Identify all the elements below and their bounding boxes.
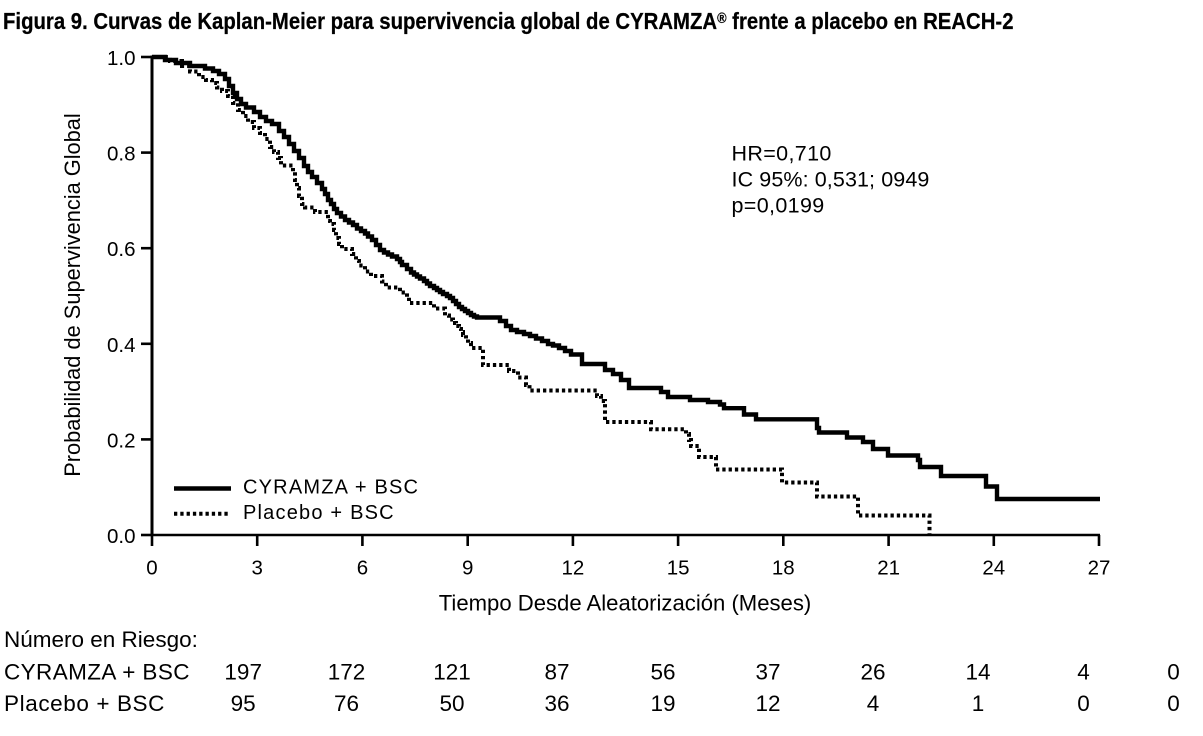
svg-text:Tiempo Desde Aleatorización (M: Tiempo Desde Aleatorización (Meses) <box>439 591 811 616</box>
svg-text:0: 0 <box>1167 660 1180 685</box>
svg-text:Probabilidad de Supervivencia: Probabilidad de Supervivencia Global <box>60 113 85 477</box>
svg-text:1: 1 <box>972 691 985 716</box>
svg-text:0.0: 0.0 <box>107 525 136 548</box>
svg-text:15: 15 <box>667 557 690 580</box>
svg-text:6: 6 <box>357 557 368 580</box>
svg-text:0: 0 <box>146 557 157 580</box>
svg-text:121: 121 <box>433 660 471 685</box>
svg-text:Placebo + BSC: Placebo + BSC <box>243 502 395 524</box>
svg-text:50: 50 <box>439 691 464 716</box>
svg-text:9: 9 <box>462 557 473 580</box>
svg-text:36: 36 <box>544 691 569 716</box>
svg-text:95: 95 <box>231 691 256 716</box>
svg-text:HR=0,710: HR=0,710 <box>732 142 832 166</box>
svg-text:12: 12 <box>755 691 780 716</box>
svg-text:Placebo + BSC: Placebo + BSC <box>4 691 165 716</box>
svg-text:87: 87 <box>544 660 569 685</box>
svg-text:0.4: 0.4 <box>107 334 136 357</box>
svg-text:0.8: 0.8 <box>107 143 136 166</box>
svg-text:21: 21 <box>877 557 900 580</box>
svg-text:CYRAMZA + BSC: CYRAMZA + BSC <box>243 476 419 498</box>
svg-text:19: 19 <box>650 691 675 716</box>
svg-text:14: 14 <box>965 660 990 685</box>
svg-text:IC 95%: 0,531; 0949: IC 95%: 0,531; 0949 <box>732 168 930 192</box>
svg-text:0: 0 <box>1167 691 1180 716</box>
svg-text:CYRAMZA + BSC: CYRAMZA + BSC <box>4 660 190 685</box>
svg-text:27: 27 <box>1088 557 1111 580</box>
svg-text:0: 0 <box>1077 691 1090 716</box>
svg-text:0.2: 0.2 <box>107 429 136 452</box>
svg-text:Número en Riesgo:: Número en Riesgo: <box>4 627 198 652</box>
svg-text:18: 18 <box>772 557 795 580</box>
svg-text:12: 12 <box>561 557 584 580</box>
svg-text:0.6: 0.6 <box>107 238 136 261</box>
svg-text:p=0,0199: p=0,0199 <box>732 194 825 218</box>
svg-text:172: 172 <box>328 660 366 685</box>
svg-text:37: 37 <box>755 660 780 685</box>
svg-text:1.0: 1.0 <box>107 47 136 70</box>
svg-text:3: 3 <box>251 557 262 580</box>
svg-text:4: 4 <box>867 691 880 716</box>
svg-text:4: 4 <box>1077 660 1090 685</box>
svg-text:26: 26 <box>860 660 885 685</box>
svg-text:56: 56 <box>650 660 675 685</box>
svg-text:197: 197 <box>224 660 262 685</box>
svg-text:24: 24 <box>982 557 1005 580</box>
svg-text:76: 76 <box>334 691 359 716</box>
